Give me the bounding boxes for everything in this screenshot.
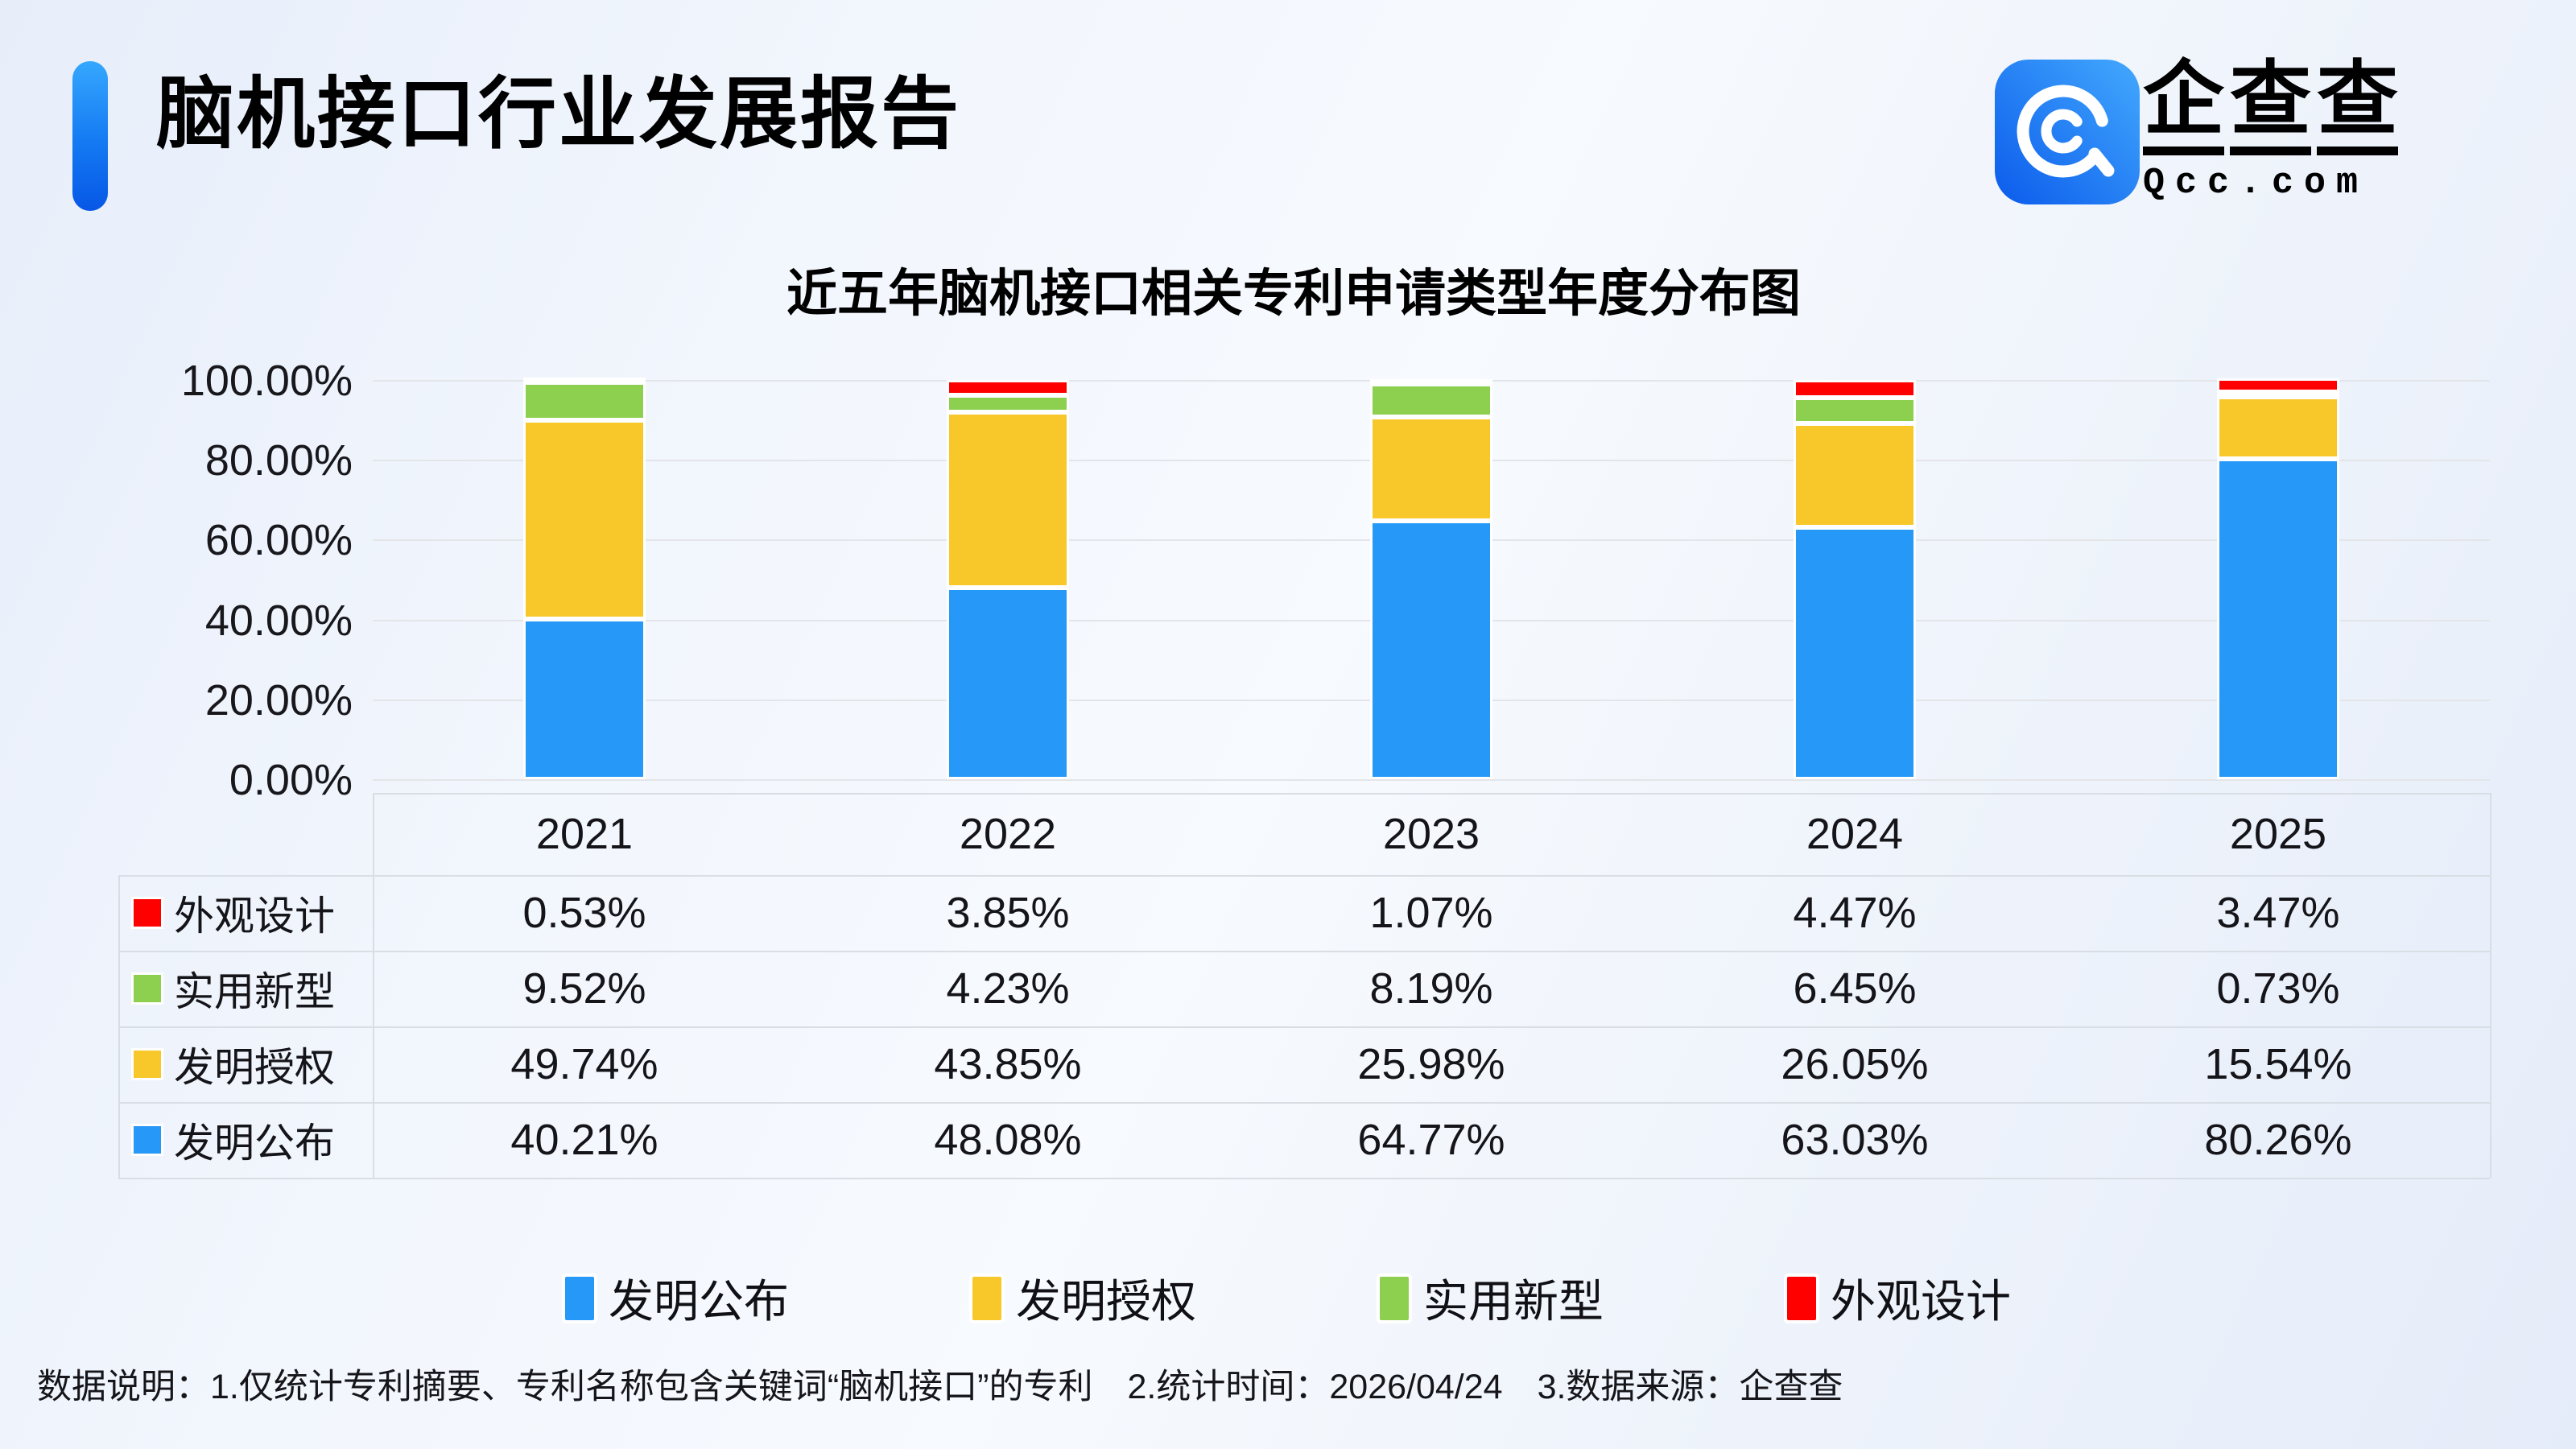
table-row-border bbox=[118, 875, 2490, 877]
bar-segment-blue bbox=[1794, 527, 1916, 779]
legend-item: 外观设计 bbox=[1787, 1265, 2011, 1331]
bar-segment-blue bbox=[523, 618, 646, 779]
bar-segment-red bbox=[2217, 378, 2339, 392]
bar-segment-yellow bbox=[523, 419, 646, 619]
table-row-label: 实用新型 bbox=[174, 969, 335, 1014]
table-header-year: 2025 bbox=[2229, 810, 2327, 858]
y-axis-tick-label: 100.00% bbox=[180, 357, 353, 405]
bar-segment-green bbox=[947, 395, 1069, 413]
stacked-bar-2023 bbox=[1370, 379, 1492, 779]
bar-segment-blue bbox=[1370, 520, 1492, 779]
bar-segment-red bbox=[1370, 379, 1492, 385]
table-value-cell: 48.08% bbox=[934, 1116, 1082, 1164]
table-border-top bbox=[373, 793, 2490, 795]
table-border-right bbox=[2490, 793, 2491, 1178]
stacked-bar-2021 bbox=[523, 377, 646, 779]
bar-segment-green bbox=[523, 382, 646, 420]
table-header-year: 2021 bbox=[535, 810, 634, 858]
bar-segment-yellow bbox=[1370, 416, 1492, 521]
chart-title: 近五年脑机接口相关专利申请类型年度分布图 bbox=[786, 266, 1801, 322]
logo-character: 查 bbox=[2317, 60, 2399, 155]
bar-segment-red bbox=[1794, 380, 1916, 398]
table-value-cell: 40.21% bbox=[510, 1116, 658, 1164]
bar-segment-red bbox=[523, 377, 646, 382]
logo-character: 查 bbox=[2230, 60, 2312, 155]
legend-item: 发明公布 bbox=[565, 1265, 789, 1331]
stacked-bar-2022 bbox=[947, 379, 1069, 779]
row-color-chip-yellow bbox=[134, 1051, 161, 1078]
table-label-separator bbox=[373, 793, 374, 1178]
logo-character: 企 bbox=[2143, 60, 2225, 155]
table-row-border bbox=[118, 1178, 2490, 1179]
footer-note: 数据说明：1.仅统计专利摘要、专利名称包含关键词“脑机接口”的专利 2.统计时间… bbox=[37, 1368, 1843, 1406]
bar-segment-blue bbox=[2217, 458, 2339, 779]
table-row-border bbox=[118, 951, 2490, 952]
table-header-year: 2022 bbox=[959, 810, 1057, 858]
legend-label: 发明授权 bbox=[1016, 1276, 1196, 1327]
table-row-label: 发明公布 bbox=[174, 1121, 335, 1166]
bar-segment-blue bbox=[947, 587, 1069, 779]
table-value-cell: 0.53% bbox=[522, 889, 646, 937]
table-value-cell: 3.47% bbox=[2216, 889, 2340, 937]
table-row-border bbox=[118, 1102, 2490, 1104]
y-axis-tick-label: 20.00% bbox=[204, 675, 353, 724]
bar-segment-yellow bbox=[947, 412, 1069, 588]
table-value-cell: 49.74% bbox=[510, 1040, 658, 1088]
legend-color-chip bbox=[972, 1276, 1001, 1320]
row-color-chip-green bbox=[134, 975, 161, 1002]
table-value-cell: 15.54% bbox=[2204, 1040, 2352, 1088]
table-value-cell: 0.73% bbox=[2216, 964, 2340, 1013]
legend-item: 实用新型 bbox=[1380, 1265, 1604, 1331]
table-value-cell: 6.45% bbox=[1793, 964, 1917, 1013]
qcc-logo-domain: Qcc.com bbox=[2143, 163, 2369, 204]
table-row-label: 外观设计 bbox=[174, 894, 335, 939]
legend-color-chip bbox=[1380, 1276, 1409, 1320]
bar-segment-yellow bbox=[2217, 396, 2339, 459]
gridline bbox=[373, 779, 2490, 781]
bar-segment-yellow bbox=[1794, 423, 1916, 528]
bar-segment-green bbox=[2217, 391, 2339, 397]
legend-color-chip bbox=[1787, 1276, 1816, 1320]
y-axis-tick-label: 40.00% bbox=[204, 596, 353, 645]
table-value-cell: 25.98% bbox=[1357, 1040, 1505, 1088]
table-header-year: 2023 bbox=[1382, 810, 1480, 858]
table-value-cell: 43.85% bbox=[934, 1040, 1082, 1088]
row-color-chip-blue bbox=[134, 1126, 161, 1154]
table-header-year: 2024 bbox=[1806, 810, 1904, 858]
table-value-cell: 4.47% bbox=[1793, 889, 1917, 937]
table-row-border bbox=[118, 1026, 2490, 1028]
row-color-chip-red bbox=[134, 899, 161, 927]
table-value-cell: 64.77% bbox=[1357, 1116, 1505, 1164]
table-row-label: 发明授权 bbox=[174, 1045, 335, 1090]
bar-segment-green bbox=[1794, 398, 1916, 424]
table-value-cell: 3.85% bbox=[946, 889, 1070, 937]
legend-label: 发明公布 bbox=[609, 1276, 789, 1327]
table-value-cell: 80.26% bbox=[2204, 1116, 2352, 1164]
y-axis-tick-label: 60.00% bbox=[204, 516, 353, 565]
bar-segment-green bbox=[1370, 384, 1492, 417]
y-axis-tick-label: 80.00% bbox=[204, 436, 353, 485]
table-value-cell: 63.03% bbox=[1781, 1116, 1929, 1164]
y-axis-tick-label: 0.00% bbox=[229, 756, 353, 804]
qcc-logo-icon bbox=[1995, 60, 2140, 204]
table-value-cell: 8.19% bbox=[1369, 964, 1493, 1013]
qcc-logo-text: 企查查 Qcc.com bbox=[2143, 60, 2409, 204]
table-value-cell: 26.05% bbox=[1781, 1040, 1929, 1088]
table-border-left bbox=[118, 875, 120, 1178]
legend-item: 发明授权 bbox=[972, 1265, 1196, 1331]
page-title: 脑机接口行业发展报告 bbox=[156, 70, 961, 158]
title-accent-bar bbox=[72, 61, 108, 211]
qcc-logo-wordmark: 企查查 bbox=[2143, 60, 2409, 155]
table-value-cell: 1.07% bbox=[1369, 889, 1493, 937]
bar-segment-red bbox=[947, 379, 1069, 396]
table-value-cell: 9.52% bbox=[522, 964, 646, 1013]
stacked-bar-2025 bbox=[2217, 378, 2339, 779]
legend-label: 外观设计 bbox=[1831, 1276, 2011, 1327]
legend-label: 实用新型 bbox=[1423, 1276, 1604, 1327]
legend-color-chip bbox=[565, 1276, 594, 1320]
table-value-cell: 4.23% bbox=[946, 964, 1070, 1013]
chart-legend: 发明公布 发明授权 实用新型 外观设计 bbox=[0, 1265, 2576, 1331]
stacked-bar-2024 bbox=[1794, 380, 1916, 779]
